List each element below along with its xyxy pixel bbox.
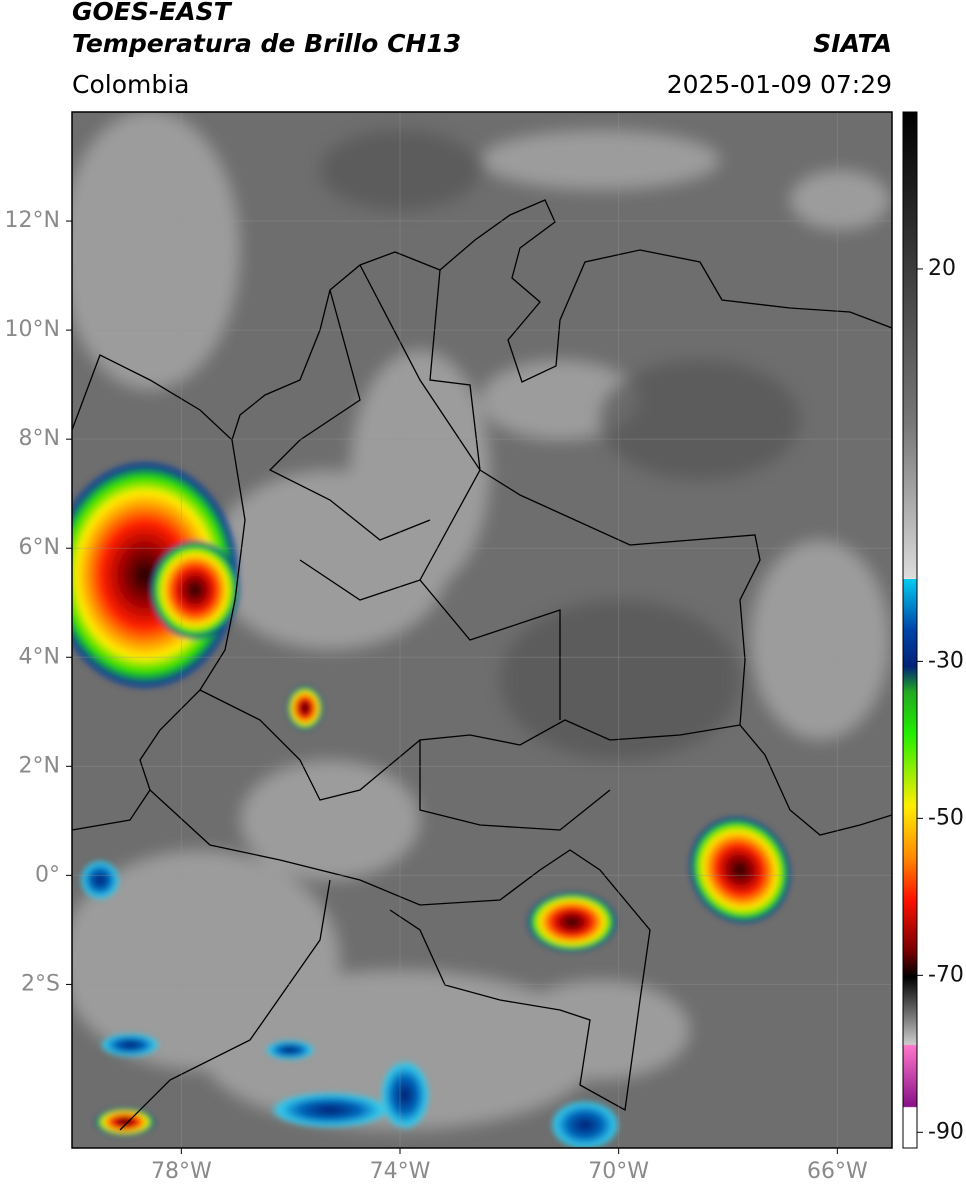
source: SIATA <box>813 29 892 58</box>
subtitle: Temperatura de Brillo CH13 <box>72 29 461 58</box>
colorbar-tick-label: -50 <box>928 805 964 830</box>
x-tick-label: 66°W <box>807 1159 868 1184</box>
timestamp: 2025-01-09 07:29 <box>667 70 892 99</box>
y-tick-label: 10°N <box>5 317 60 342</box>
colorbar-tick-label: -30 <box>928 648 964 673</box>
graticule <box>72 112 892 1148</box>
map-frame <box>71 111 893 1149</box>
x-tick-label: 78°W <box>151 1159 212 1184</box>
x-tick-label: 70°W <box>588 1159 649 1184</box>
satellite-image <box>72 112 892 1148</box>
colorbar-tick-label: 20 <box>928 256 956 281</box>
x-tick-label: 74°W <box>370 1159 431 1184</box>
y-tick-label: 4°N <box>19 644 60 669</box>
colorbar <box>902 111 918 1149</box>
colorbar-tick-label: -90 <box>928 1119 964 1144</box>
y-tick-label: 2°N <box>19 753 60 778</box>
y-tick-label: 8°N <box>19 426 60 451</box>
y-tick-label: 0° <box>35 862 60 887</box>
y-tick-label: 12°N <box>5 208 60 233</box>
colorbar-tick-label: -70 <box>928 962 964 987</box>
title: GOES-EAST <box>72 0 233 26</box>
y-tick-label: 2°S <box>21 971 60 996</box>
region: Colombia <box>72 70 189 99</box>
y-tick-label: 6°N <box>19 535 60 560</box>
